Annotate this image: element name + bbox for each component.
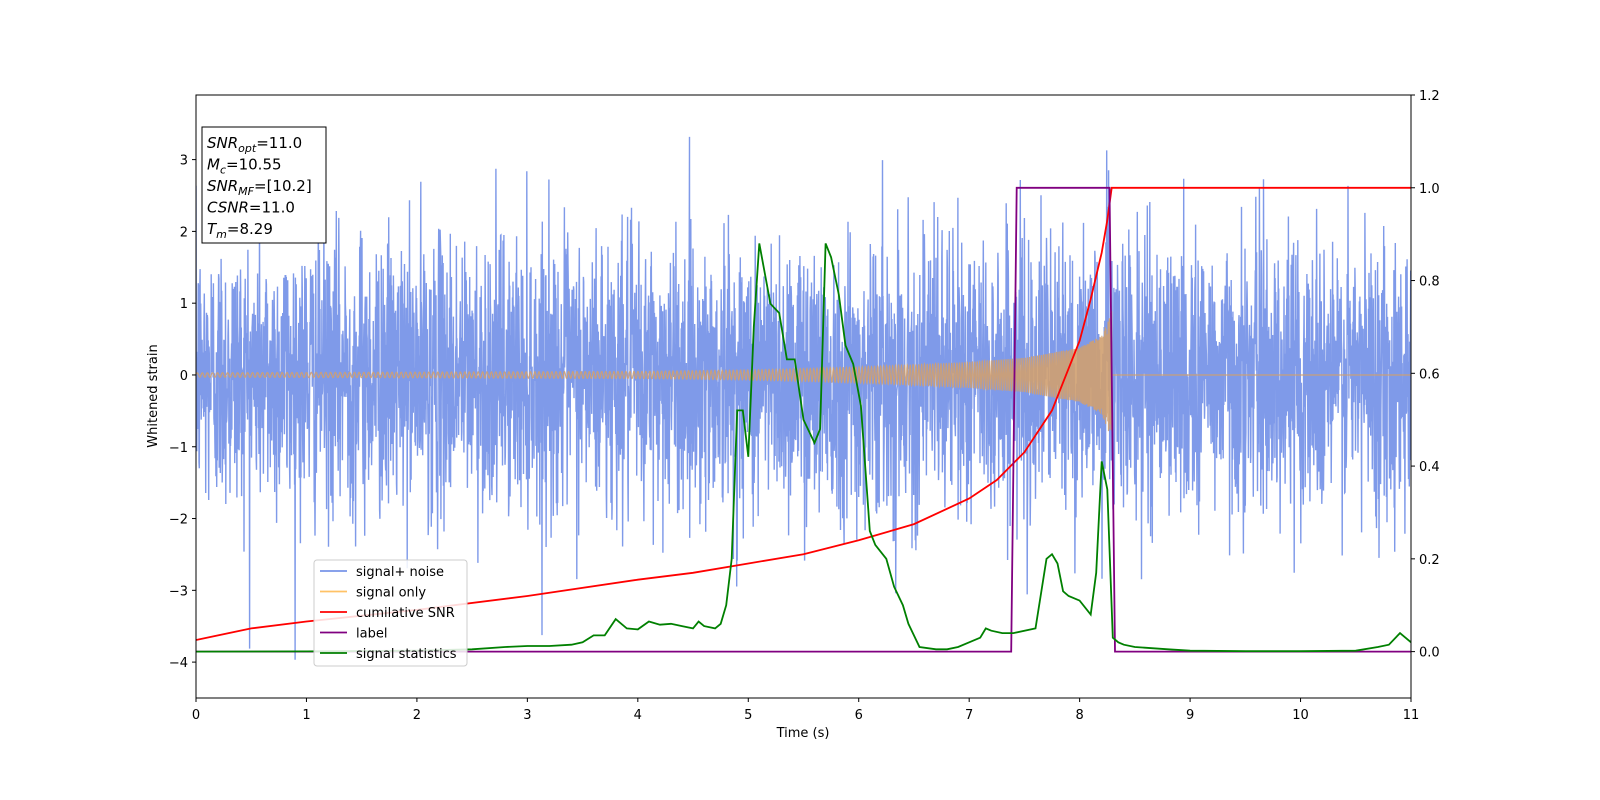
legend-entry: cumilative SNR (356, 606, 455, 621)
stats-symbol: M (207, 156, 220, 174)
stats-subscript: m (216, 228, 227, 241)
x-tick-label: 9 (1186, 708, 1194, 723)
stats-subscript: c (220, 164, 226, 177)
stats-value: =[10.2] (254, 177, 312, 195)
y-left-tick-label: −3 (169, 584, 188, 599)
x-tick-label: 0 (192, 708, 200, 723)
stats-value: =8.29 (227, 220, 273, 238)
x-tick-label: 5 (744, 708, 752, 723)
x-tick-label: 11 (1403, 708, 1420, 723)
stats-subscript: opt (238, 142, 257, 155)
y-right-tick-label: 0.2 (1419, 553, 1440, 568)
legend-entry: signal+ noise (356, 565, 444, 580)
x-tick-label: 4 (634, 708, 642, 723)
y-right-tick-label: 1.2 (1419, 89, 1440, 104)
legend-entry: label (356, 627, 387, 642)
stats-symbol: SNR (207, 177, 238, 195)
y-right-tick-label: 0.4 (1419, 460, 1440, 475)
stats-box-frame (201, 126, 327, 244)
y-left-tick-label: 2 (180, 225, 188, 240)
stats-line: Tm=8.29 (207, 220, 273, 241)
series-signal-statistics (196, 243, 1411, 653)
stats-subscript: MF (238, 185, 254, 198)
y-right-tick-label: 0.0 (1419, 646, 1440, 661)
series-label (196, 186, 1411, 653)
signal-line (196, 311, 1411, 432)
x-tick-label: 8 (1075, 708, 1083, 723)
legend-frame (313, 559, 468, 667)
plot-frame (195, 94, 1412, 699)
stats-value: =11.0 (249, 199, 295, 217)
stats-line: SNRopt=11.0 (207, 134, 302, 155)
stats-symbol: SNR (207, 134, 238, 152)
stats-symbol: T (207, 220, 218, 238)
legend: signal+ noise signal only cumilative SNR la… (313, 559, 468, 667)
y-right-tick-label: 0.8 (1419, 275, 1440, 290)
x-tick-label: 3 (523, 708, 531, 723)
stats-value: =10.55 (226, 156, 282, 174)
y-right-tick-label: 0.6 (1419, 367, 1440, 382)
signal-statistics-line (196, 243, 1411, 653)
x-tick-label: 1 (302, 708, 310, 723)
stats-line: SNRMF=[10.2] (207, 177, 312, 198)
series-signal-only (196, 311, 1411, 432)
x-tick-label: 6 (855, 708, 863, 723)
y-right-tick-label: 1.0 (1419, 182, 1440, 197)
x-tick-label: 2 (413, 708, 421, 723)
legend-entry: signal only (356, 586, 426, 601)
stats-symbol: CSNR (207, 199, 249, 217)
y-left-tick-label: −4 (169, 656, 188, 671)
x-tick-label: 7 (965, 708, 973, 723)
x-tick-label: 10 (1292, 708, 1309, 723)
y-axis-label: Whitened strain (146, 344, 161, 447)
legend-entry: signal statistics (356, 647, 457, 662)
y-axis-right: 0.0 0.2 0.4 0.6 0.8 1.0 1.2 (1411, 89, 1440, 661)
stats-value: =11.0 (256, 134, 302, 152)
y-left-tick-label: −1 (169, 441, 188, 456)
y-left-tick-label: −2 (169, 513, 188, 528)
x-axis: 0 1 2 3 4 5 6 7 8 9 10 11 (192, 698, 1419, 723)
x-axis-label: Time (s) (776, 726, 830, 741)
stats-box: SNRopt=11.0Mc=10.55SNRMF=[10.2]CSNR=11.0… (201, 126, 327, 244)
stats-line: CSNR=11.0 (207, 199, 295, 217)
y-axis-left: −4 −3 −2 −1 0 1 2 3 (169, 154, 196, 671)
y-left-tick-label: 0 (180, 369, 188, 384)
y-left-tick-label: 3 (180, 154, 188, 169)
y-left-tick-label: 1 (180, 297, 188, 312)
label-line (196, 186, 1411, 653)
stats-line: Mc=10.55 (207, 156, 282, 177)
